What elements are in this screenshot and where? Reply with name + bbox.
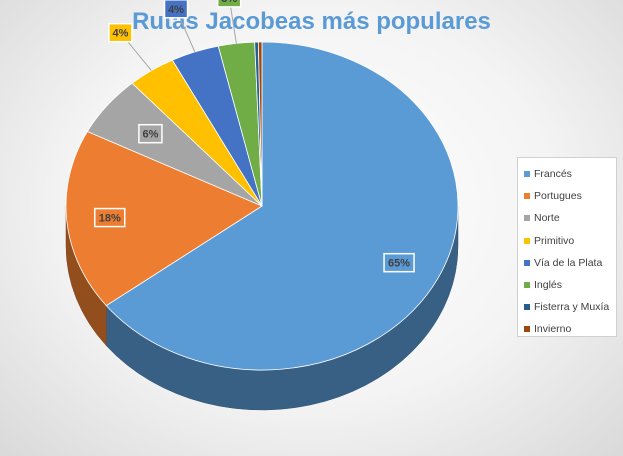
legend-swatch [524,259,530,266]
legend-label: Invierno [534,323,572,336]
data-label-box-frances [383,252,415,273]
data-label-box-primitivo [108,22,133,43]
slice-invierno [257,41,263,207]
slice-portugues [65,130,263,307]
data-label-via-de-la-plata: 4% [168,4,184,16]
legend-item-invierno: Invierno [524,318,616,340]
legend-swatch [524,282,530,289]
legend-item-via-de-la-plata: Vía de la Plata [524,252,616,274]
slice-frances [105,41,459,371]
legend-swatch [524,237,530,244]
legend-label: Fisterra y Muxía [534,301,610,314]
legend-label: Norte [534,212,560,225]
legend-item-fisterra-y-muxia: Fisterra y Muxía [524,296,616,318]
legend-swatch [524,326,530,333]
legend-item-primitivo: Primitivo [524,230,616,252]
legend-swatch [524,171,530,178]
data-label-box-portugues [93,207,126,228]
legend: Francés Portugues Norte Primitivo Vía de la … [517,157,617,337]
data-label-portugues: 18% [99,213,121,225]
data-label-primitivo: 4% [112,28,128,40]
legend-label: Francés [534,168,572,181]
chart-title: Rutas Jacobeas más populares [132,8,491,35]
legend-label: Vía de la Plata [534,256,603,269]
legend-item-ingles: Inglés [524,274,616,296]
data-label-box-norte [138,123,163,144]
legend-swatch [524,193,530,200]
data-label-norte: 6% [142,129,158,141]
data-label-box-via-de-la-plata [163,0,189,19]
legend-swatch [524,215,530,222]
legend-label: Primitivo [534,234,575,247]
legend-label: Portugues [534,190,582,203]
legend-label: Inglés [534,279,563,292]
data-label-frances: 65% [388,258,410,270]
data-label-ingles: 3% [221,0,237,5]
data-label-box-ingles [216,0,242,8]
legend-swatch [524,304,530,311]
legend-item-portugues: Portugues [524,185,616,207]
legend-item-frances: Francés [524,163,616,185]
legend-item-norte: Norte [524,207,616,229]
